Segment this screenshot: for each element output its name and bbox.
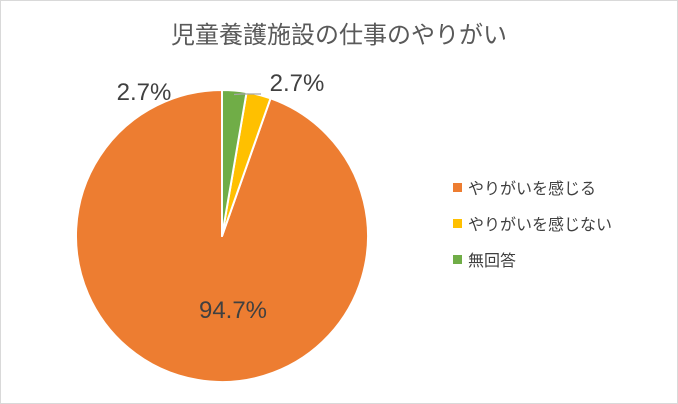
legend-label-no-answer: 無回答 xyxy=(468,251,517,270)
legend: やりがいを感じる やりがいを感じない 無回答 xyxy=(453,177,612,285)
data-label-no-answer: 2.7% xyxy=(270,70,325,97)
data-label-not-feel: 2.7% xyxy=(117,79,172,106)
pie-slice-no-answer xyxy=(221,88,248,237)
legend-item-feel: やりがいを感じる xyxy=(453,177,612,198)
legend-swatch-not-feel xyxy=(453,218,462,228)
chart-title: 児童養護施設の仕事のやりがい xyxy=(171,21,507,49)
legend-label-feel: やりがいを感じる xyxy=(468,179,597,198)
leader-line-no-answer xyxy=(233,93,261,96)
legend-item-not-feel: やりがいを感じない xyxy=(453,213,613,234)
data-label-feel: 94.7% xyxy=(199,297,267,324)
legend-label-not-feel: やりがいを感じない xyxy=(468,215,613,234)
legend-item-no-answer: 無回答 xyxy=(453,249,612,270)
legend-swatch-no-answer xyxy=(453,254,462,264)
legend-swatch-feel xyxy=(453,182,462,192)
